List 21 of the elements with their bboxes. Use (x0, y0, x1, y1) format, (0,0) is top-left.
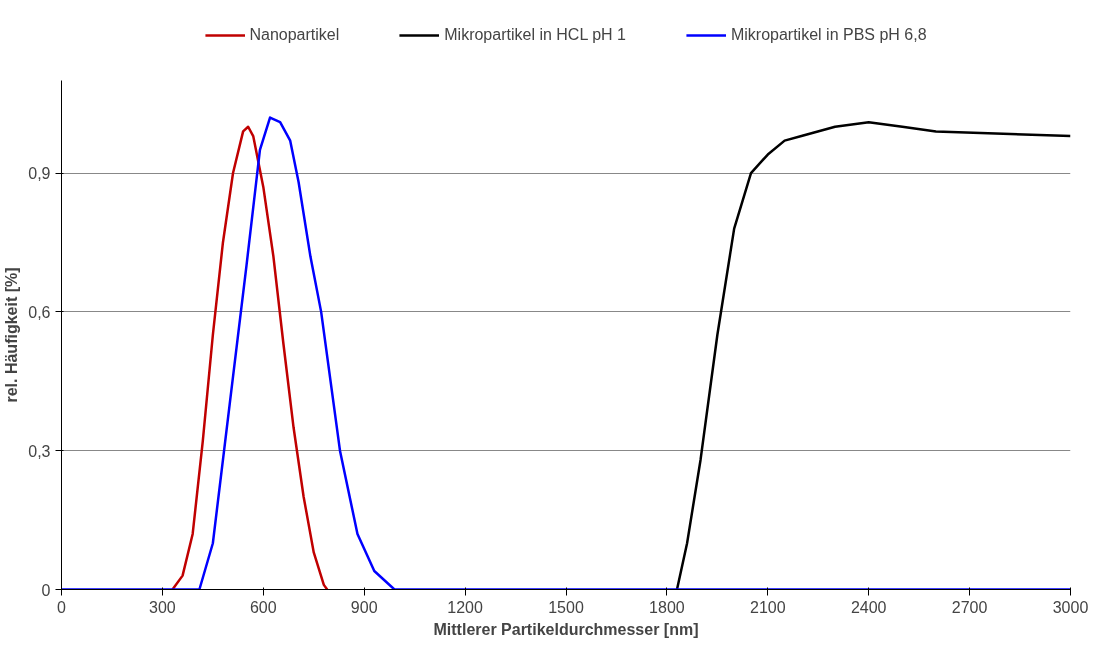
y-tick-label: 0,6 (28, 303, 51, 321)
x-tick-label: 600 (249, 598, 277, 616)
x-tick-label: 0 (57, 598, 67, 616)
y-tick-label: 0,3 (28, 442, 51, 460)
legend-label: Nanopartikel (249, 26, 340, 44)
x-tick-label: 1500 (548, 598, 584, 616)
x-axis-title: Mittlerer Partikeldurchmesser [nm] (433, 620, 699, 638)
x-tick-label: 2700 (951, 598, 988, 616)
x-tick-label: 900 (350, 598, 378, 616)
legend-label: Mikropartikel in HCL pH 1 (444, 26, 626, 44)
y-tick-label: 0 (41, 581, 51, 599)
x-tick-label: 1200 (447, 598, 483, 616)
y-tick-label: 0,9 (28, 165, 51, 183)
x-tick-label: 1800 (649, 598, 685, 616)
x-tick-label: 3000 (1052, 598, 1089, 616)
x-tick-label: 2400 (850, 598, 887, 616)
legend-label: Mikropartikel in PBS pH 6,8 (730, 26, 927, 44)
x-tick-label: 2100 (750, 598, 786, 616)
y-axis-title: rel. Häufigkeit [%] (3, 267, 21, 403)
x-tick-label: 300 (149, 598, 176, 616)
line-series (171, 125, 329, 590)
